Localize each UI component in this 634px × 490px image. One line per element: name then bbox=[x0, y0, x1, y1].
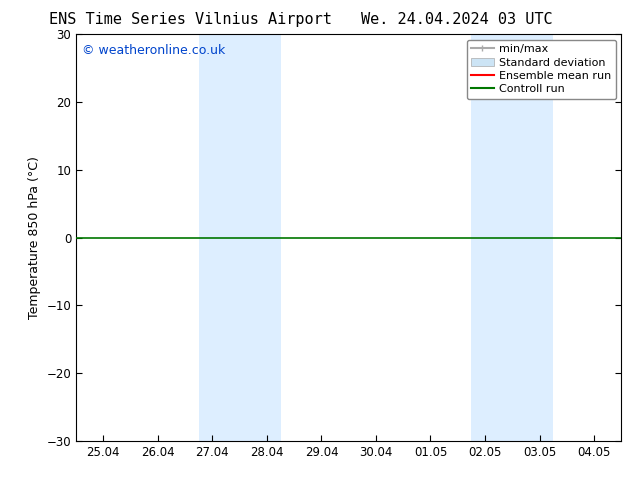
Bar bbox=[471, 34, 553, 441]
Y-axis label: Temperature 850 hPa (°C): Temperature 850 hPa (°C) bbox=[28, 156, 41, 319]
Legend: min/max, Standard deviation, Ensemble mean run, Controll run: min/max, Standard deviation, Ensemble me… bbox=[467, 40, 616, 99]
Text: We. 24.04.2024 03 UTC: We. 24.04.2024 03 UTC bbox=[361, 12, 552, 27]
Text: © weatheronline.co.uk: © weatheronline.co.uk bbox=[82, 45, 225, 57]
Bar bbox=[198, 34, 280, 441]
Text: ENS Time Series Vilnius Airport: ENS Time Series Vilnius Airport bbox=[49, 12, 332, 27]
